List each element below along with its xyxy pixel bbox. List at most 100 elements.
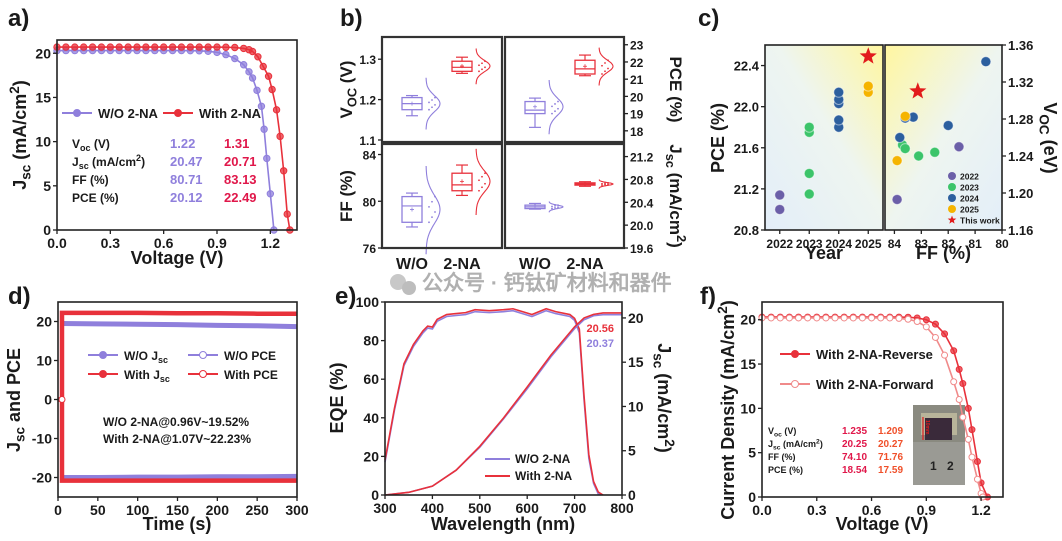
data-point (478, 64, 480, 67)
x-axis-label: Voltage (V) (836, 514, 929, 534)
y-tick-label: 21.2 (734, 182, 759, 197)
y-tick-label: 20.8 (734, 223, 759, 238)
plot-frame (56, 39, 298, 231)
data-point (913, 150, 925, 162)
y-tick-label: 5 (43, 178, 51, 194)
y-tick-label: 1.32 (1008, 75, 1033, 90)
data-point (204, 43, 212, 51)
x-axis-label: Wavelength (nm) (431, 514, 575, 534)
mean-marker (533, 204, 537, 209)
data-point (942, 119, 954, 131)
data-point (551, 112, 553, 115)
data-point (891, 193, 903, 205)
y2-axis-label: Jsc (mA/cm2) (651, 343, 678, 453)
y-tick-label: 22.4 (734, 59, 760, 74)
x-tick-label: 0.6 (154, 235, 174, 251)
plot-frame (761, 301, 1004, 498)
wechat-icon (402, 281, 416, 295)
y-tick-label: 20.4 (630, 196, 654, 210)
data-point (604, 62, 606, 64)
data-point (434, 96, 436, 99)
data-point (604, 182, 606, 185)
data-point (868, 314, 876, 322)
y-tick-label: 5 (628, 443, 636, 459)
y-axis-label: Current Density (mA/cm2) (715, 300, 738, 520)
data-point (980, 56, 992, 68)
subplot-frame (503, 35, 626, 144)
data-point (551, 205, 553, 208)
y-axis-label: PCE (%) (666, 56, 685, 122)
legend-label: With 2-NA-Forward (816, 377, 934, 392)
legend-marker (948, 194, 956, 202)
table-value-with: 20.71 (224, 154, 257, 169)
data-point (431, 106, 433, 109)
x-tick-label: 0.9 (917, 502, 937, 518)
data-point (195, 43, 203, 51)
time-series (61, 320, 298, 330)
x-tick-label: 100 (126, 502, 150, 518)
y-tick-label: 80 (363, 195, 377, 209)
data-point (904, 315, 912, 323)
data-point (922, 316, 930, 324)
x-tick-label: 83 (915, 237, 929, 251)
table-param: FF (%) (768, 452, 796, 462)
data-point (557, 107, 559, 110)
x-axis-label: Year (805, 243, 843, 263)
category-label: 2-NA (566, 256, 604, 273)
data-point (822, 314, 830, 322)
legend-marker (174, 109, 182, 117)
y-tick-label: 1.2 (359, 94, 376, 108)
legend-label: With Jsc (124, 368, 170, 384)
y-tick-label: 10 (740, 400, 756, 416)
panel-label: a) (8, 5, 29, 32)
table-value-reverse: 74.10 (842, 452, 867, 463)
x-tick-label: 800 (610, 500, 634, 516)
x-tick-label: 1.2 (261, 235, 281, 251)
photo-label: 2 (947, 459, 954, 473)
data-point (607, 67, 609, 70)
data-point (950, 347, 958, 355)
distribution-curve (548, 201, 564, 213)
table-param: Jsc (mA/cm2) (72, 153, 145, 171)
integrated-jsc-label: 20.56 (586, 323, 614, 335)
x-tick-label: 50 (90, 502, 106, 518)
mean-marker (460, 179, 464, 184)
legend-label: With 2-NA (515, 469, 573, 483)
data-point (929, 146, 941, 158)
data-point (484, 66, 486, 69)
data-point (263, 154, 271, 163)
data-point (607, 181, 609, 184)
data-point (601, 73, 603, 75)
y-axis-label: EQE (%) (327, 362, 347, 433)
x-tick-label: 2022 (766, 237, 793, 251)
y-tick-label: 22.0 (734, 100, 759, 115)
table-value-forward: 71.76 (878, 452, 903, 463)
data-point (428, 205, 430, 208)
data-point (231, 43, 239, 52)
data-point (151, 43, 159, 51)
data-point (601, 184, 603, 187)
y-tick-label: -10 (32, 431, 52, 447)
plot-frame (764, 44, 884, 231)
data-point (964, 404, 972, 412)
x-tick-label: 0.6 (862, 502, 882, 518)
y-tick-label: 15 (740, 356, 756, 372)
y-tick-label: 18 (630, 125, 644, 139)
data-point (941, 351, 949, 359)
data-point (245, 68, 253, 76)
data-point (115, 43, 123, 51)
data-point (213, 43, 221, 51)
category-label: 2-NA (443, 256, 481, 273)
category-label: W/O (396, 256, 428, 273)
subplot-frame (380, 142, 504, 250)
data-point (840, 314, 848, 322)
x-tick-label: 300 (285, 502, 309, 518)
data-point (79, 43, 88, 51)
data-point (886, 314, 894, 322)
table-value-with: 83.13 (224, 172, 257, 187)
plot-frame (384, 301, 623, 496)
y-tick-label: 21 (630, 73, 644, 87)
y-tick-label: 76 (363, 242, 377, 256)
y-tick-label: 15 (35, 89, 51, 105)
device-photo-inset (913, 405, 965, 485)
